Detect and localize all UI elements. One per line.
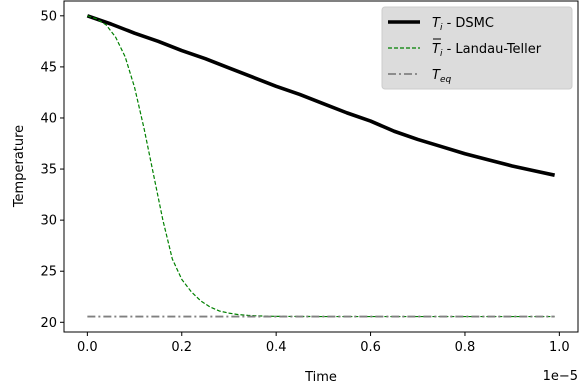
legend-label-0: Ti - DSMC [432, 16, 494, 33]
x-tick-label: 0.8 [455, 340, 476, 355]
series-layer [86, 14, 556, 318]
legend-label-2: Teq [432, 68, 451, 85]
x-tick-label: 0.4 [266, 340, 287, 355]
plot-frame [63, 0, 579, 333]
y-axis-label: Temperature [12, 125, 27, 208]
y-tick-label: 20 [40, 316, 57, 331]
x-axis-label: Time [304, 370, 337, 385]
legend: Ti - DSMC Ti - Landau-Teller Teq [381, 6, 573, 90]
y-axis: 20 25 30 35 40 45 50 [40, 9, 64, 331]
series-line-0 [86, 14, 556, 177]
y-tick-label: 50 [40, 9, 57, 24]
y-tick-label: 25 [40, 265, 57, 280]
series-line-1 [87, 15, 555, 318]
x-tick-label: 1.0 [549, 340, 570, 355]
legend-box [381, 6, 573, 90]
x-axis: 0.0 0.2 0.4 0.6 0.8 1.0 [77, 332, 570, 355]
y-tick-label: 30 [40, 214, 57, 229]
y-tick-label: 45 [40, 60, 57, 75]
x-offset-label: 1e−5 [543, 369, 578, 384]
x-tick-label: 0.2 [171, 340, 192, 355]
y-tick-label: 35 [40, 163, 57, 178]
legend-label-1: Ti - Landau-Teller [432, 42, 542, 59]
x-tick-label: 0.0 [77, 340, 98, 355]
x-tick-label: 0.6 [360, 340, 381, 355]
y-tick-label: 40 [40, 111, 57, 126]
